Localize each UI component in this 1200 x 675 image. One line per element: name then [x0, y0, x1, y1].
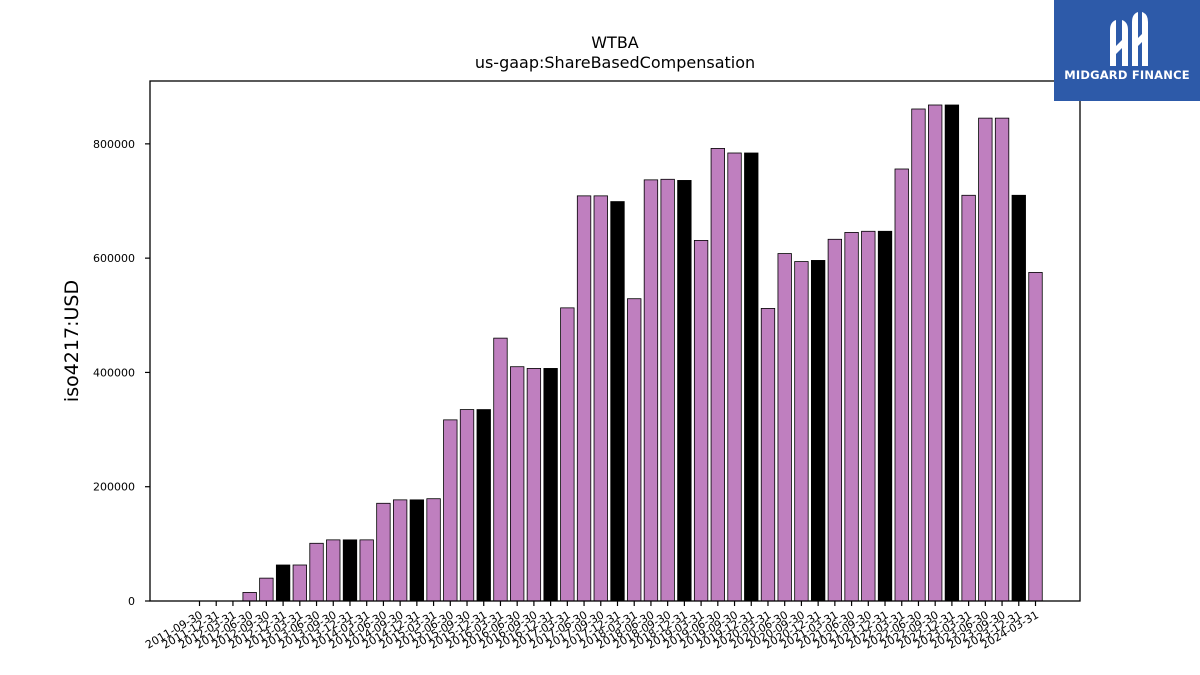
bar-2023-09-30 [994, 117, 1010, 602]
bar-2017-06-30 [576, 195, 592, 602]
bar-2019-06-30 [710, 148, 725, 602]
y-tick-label: 0 [128, 595, 135, 608]
bar-2012-06-30 [242, 592, 257, 602]
bar-2020-09-30 [794, 261, 809, 602]
bar-2023-03-31 [961, 194, 976, 602]
bar-2021-12-31 [877, 230, 893, 602]
bar-2017-09-30 [593, 195, 608, 602]
bar-2014-12-31 [409, 499, 425, 602]
bar-2015-12-31 [476, 409, 491, 602]
bar-2018-06-30 [643, 179, 659, 602]
bar-2012-12-31 [275, 564, 291, 602]
y-axis-label: iso4217:USD [61, 280, 83, 402]
bar-2022-03-31 [894, 168, 909, 602]
bar-2020-03-31 [760, 308, 776, 602]
y-axis: 0 200000 400000 600000 800000 [93, 138, 150, 608]
bar-2012-09-30 [259, 577, 274, 602]
bar-2013-09-30 [326, 539, 341, 602]
bar-2015-09-30 [459, 409, 475, 602]
midgard-logo-icon [1110, 12, 1148, 66]
bar-2019-09-30 [727, 152, 742, 602]
bar-2015-06-30 [443, 419, 458, 602]
bar-2021-06-30 [844, 232, 859, 602]
bar-2018-09-30 [660, 178, 675, 602]
bar-2014-09-30 [392, 499, 408, 602]
x-axis: 2011-09-302011-12-312012-03-312012-06-30… [143, 601, 1041, 652]
bar-2023-06-30 [978, 117, 993, 602]
bar-2016-12-31 [543, 368, 558, 602]
bar-2021-09-30 [861, 230, 876, 602]
bar-2013-03-31 [292, 564, 307, 602]
bar-2017-03-31 [560, 307, 575, 602]
bar-2020-12-31 [810, 260, 826, 602]
bar-2023-12-31 [1011, 194, 1026, 602]
bar-2022-06-30 [911, 108, 926, 602]
chart-title: WTBA [591, 33, 639, 52]
logo-text: MIDGARD FINANCE [1064, 68, 1190, 82]
bar-2014-06-30 [376, 502, 391, 602]
bar-2022-09-30 [928, 104, 943, 602]
bar-2021-03-31 [827, 238, 843, 602]
bar-2018-03-31 [627, 298, 642, 602]
bar-2016-03-31 [493, 337, 508, 602]
bar-2016-06-30 [510, 366, 525, 602]
y-tick-label: 200000 [93, 481, 135, 494]
y-tick-label: 600000 [93, 252, 135, 265]
bar-2022-12-31 [944, 104, 960, 602]
bar-2020-06-30 [777, 253, 792, 602]
y-tick-label: 800000 [93, 138, 135, 151]
bar-2019-03-31 [693, 240, 709, 602]
bar-2014-03-31 [359, 539, 374, 602]
bar-2019-12-31 [744, 152, 759, 602]
bars-group [242, 104, 1043, 602]
bar-2013-06-30 [309, 542, 324, 602]
bar-2016-09-30 [526, 368, 542, 602]
chart-subtitle: us-gaap:ShareBasedCompensation [474, 53, 756, 72]
y-tick-label: 400000 [93, 366, 135, 379]
bar-2013-12-31 [342, 539, 358, 602]
brand-logo: MIDGARD FINANCE [1054, 0, 1200, 101]
bar-2024-03-31 [1028, 272, 1043, 602]
bar-2015-03-31 [426, 498, 441, 602]
bar-2017-12-31 [610, 201, 625, 602]
plot-frame [149, 80, 1081, 602]
bar-2018-12-31 [677, 180, 692, 602]
